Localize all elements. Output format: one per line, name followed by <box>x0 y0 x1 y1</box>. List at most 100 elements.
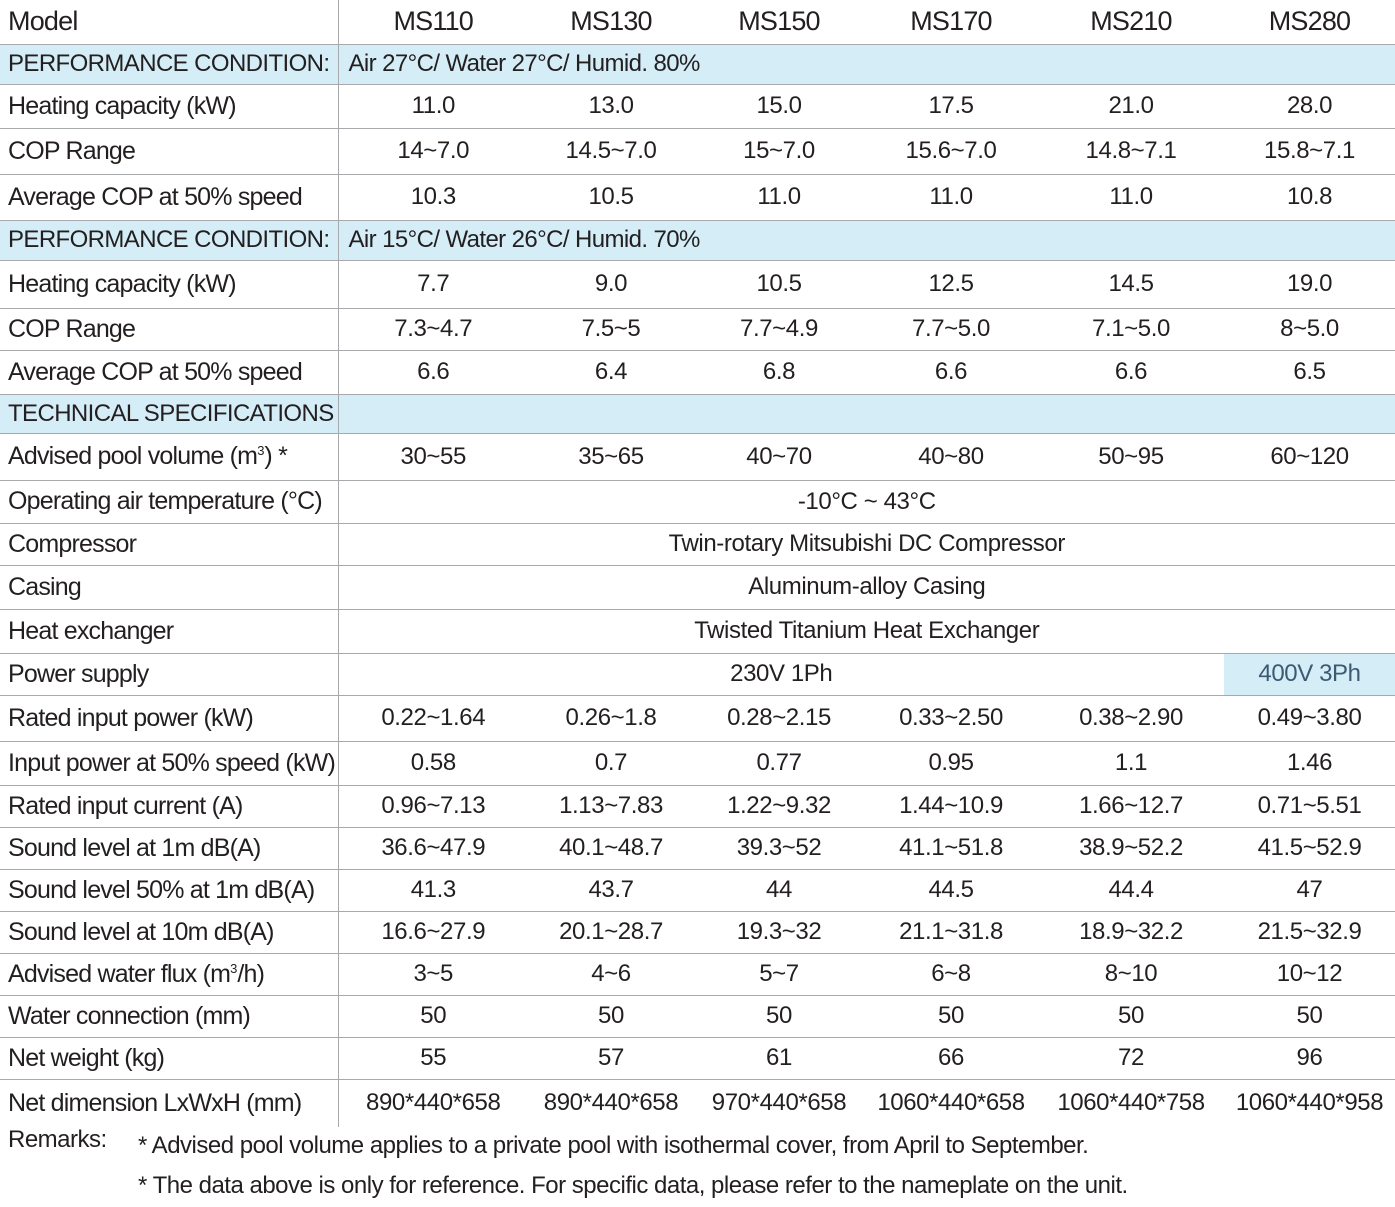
row-label: Rated input current (A) <box>0 785 339 828</box>
cell: 7.7 <box>338 260 528 309</box>
row-label: Sound level at 10m dB(A) <box>0 911 339 954</box>
cell: 14.5 <box>1038 260 1224 309</box>
row-label: COP Range <box>0 128 339 175</box>
cell: 10.3 <box>338 174 528 221</box>
cell: 6~8 <box>864 953 1038 996</box>
cell: 14.5~7.0 <box>528 128 694 175</box>
cell: 40~80 <box>864 433 1038 481</box>
cell: 6.6 <box>1038 350 1224 395</box>
merged-cell: Twin-rotary Mitsubishi DC Compressor <box>338 523 1395 566</box>
cell: 96 <box>1224 1037 1395 1080</box>
tech-spec-header: TECHNICAL SPECIFICATIONS <box>0 394 1395 434</box>
cell: 35~65 <box>528 433 694 481</box>
cell: 7.3~4.7 <box>338 308 528 351</box>
cell: 38.9~52.2 <box>1038 827 1224 870</box>
row-label: Heating capacity (kW) <box>0 84 339 129</box>
cell: 890*440*658 <box>543 1089 679 1117</box>
cell: 41.5~52.9 <box>1224 827 1395 870</box>
table-row: Input power at 50% speed (kW) 0.58 0.7 0.77… <box>0 741 1395 786</box>
cell: 50 <box>1038 995 1224 1038</box>
table-row: Water connection (mm) 50 50 50 50 50 50 <box>0 995 1395 1038</box>
cell: 21.5~32.9 <box>1224 911 1395 954</box>
cell: 9.0 <box>528 260 694 309</box>
cell: 15.0 <box>694 84 864 129</box>
cell: 57 <box>528 1037 694 1080</box>
cell: 40~70 <box>694 433 864 481</box>
row-label: Compressor <box>0 523 339 566</box>
cell: 14.8~7.1 <box>1038 128 1224 175</box>
cell: 10.8 <box>1224 174 1395 221</box>
cell: 7.5~5 <box>528 308 694 351</box>
cell: 66 <box>864 1037 1038 1080</box>
cell: 4~6 <box>528 953 694 996</box>
table-row: Net dimension LxWxH (mm) 890*440*658 890*4… <box>0 1079 1395 1127</box>
table-row: COP Range 7.3~4.7 7.5~5 7.7~4.9 7.7~5.0 … <box>0 308 1395 351</box>
cell: 1.1 <box>1038 741 1224 786</box>
cell: 47 <box>1224 869 1395 912</box>
table-row: Advised pool volume (m3) * 30~55 35~65 4… <box>0 433 1395 481</box>
cell: 40.1~48.7 <box>528 827 694 870</box>
remark-line: * The data above is only for reference. … <box>138 1172 1128 1199</box>
cell: 0.33~2.50 <box>864 695 1038 742</box>
condition1-header: PERFORMANCE CONDITION: Air 27°C/ Water 2… <box>0 44 1395 85</box>
table-row: Rated input current (A) 0.96~7.13 1.13~7.8… <box>0 785 1395 828</box>
merged-cell: Twisted Titanium Heat Exchanger <box>338 609 1395 654</box>
cell: 0.71~5.51 <box>1224 785 1395 828</box>
model-name: MS110 <box>338 0 528 45</box>
cell: 6.6 <box>338 350 528 395</box>
row-label: Input power at 50% speed (kW) <box>0 741 339 786</box>
cell: 39.3~52 <box>694 827 864 870</box>
cell: 10~12 <box>1224 953 1395 996</box>
section-label: TECHNICAL SPECIFICATIONS <box>0 394 339 434</box>
cell: 72 <box>1038 1037 1224 1080</box>
cell: 7.1~5.0 <box>1038 308 1224 351</box>
cell: 15.6~7.0 <box>864 128 1038 175</box>
row-label: Average COP at 50% speed <box>0 350 339 395</box>
cell: 7.7~5.0 <box>864 308 1038 351</box>
section-label: PERFORMANCE CONDITION: <box>0 44 339 85</box>
cell: 8~5.0 <box>1224 308 1395 351</box>
table-row: Heating capacity (kW) 11.0 13.0 15.0 17.… <box>0 84 1395 129</box>
row-label: Heat exchanger <box>0 609 339 654</box>
row-label: Power supply <box>0 653 339 696</box>
cell: 0.77 <box>694 741 864 786</box>
cell: 12.5 <box>864 260 1038 309</box>
cell: 20.1~28.7 <box>528 911 694 954</box>
cell: 44 <box>694 869 864 912</box>
cell: 14~7.0 <box>338 128 528 175</box>
row-label: Casing <box>0 565 339 610</box>
row-label: Operating air temperature (°C) <box>0 480 339 524</box>
table-row: Heat exchanger Twisted Titanium Heat Exc… <box>0 609 1395 654</box>
table-row: Net weight (kg) 55 57 61 66 72 96 <box>0 1037 1395 1080</box>
table-row: Sound level at 10m dB(A) 16.6~27.9 20.1~28… <box>0 911 1395 954</box>
table-row: Advised water flux (m3/h) 3~5 4~6 5~7 6~8 8~1… <box>0 953 1395 996</box>
table-row: Power supply 230V 1Ph 400V 3Ph <box>0 653 1395 696</box>
cell: 5~7 <box>694 953 864 996</box>
cell: 50 <box>528 995 694 1038</box>
cell: 6.4 <box>528 350 694 395</box>
cell: 21.1~31.8 <box>864 911 1038 954</box>
model-name: MS170 <box>864 0 1038 45</box>
cell: 1.44~10.9 <box>864 785 1038 828</box>
cell: 1060*440*958 <box>1235 1089 1384 1117</box>
cell: 7.7~4.9 <box>694 308 864 351</box>
row-label: Sound level at 1m dB(A) <box>0 827 339 870</box>
row-label: Advised pool volume (m3) * <box>0 433 339 481</box>
cell: 11.0 <box>338 84 528 129</box>
cell: 11.0 <box>1038 174 1224 221</box>
cell: 0.95 <box>864 741 1038 786</box>
cell: 0.22~1.64 <box>338 695 528 742</box>
section-fill <box>338 394 1395 434</box>
cell: 21.0 <box>1038 84 1224 129</box>
cell: 1.66~12.7 <box>1038 785 1224 828</box>
cell: 0.58 <box>338 741 528 786</box>
cell: 0.49~3.80 <box>1224 695 1395 742</box>
merged-cell: Aluminum-alloy Casing <box>338 565 1395 610</box>
cell: 10.5 <box>694 260 864 309</box>
row-label: COP Range <box>0 308 339 351</box>
model-label: Model <box>0 0 339 45</box>
cell: 18.9~32.2 <box>1038 911 1224 954</box>
condition-text: Air 15°C/ Water 26°C/ Humid. 70% <box>338 220 1395 261</box>
cell: 11.0 <box>864 174 1038 221</box>
cell: 17.5 <box>864 84 1038 129</box>
